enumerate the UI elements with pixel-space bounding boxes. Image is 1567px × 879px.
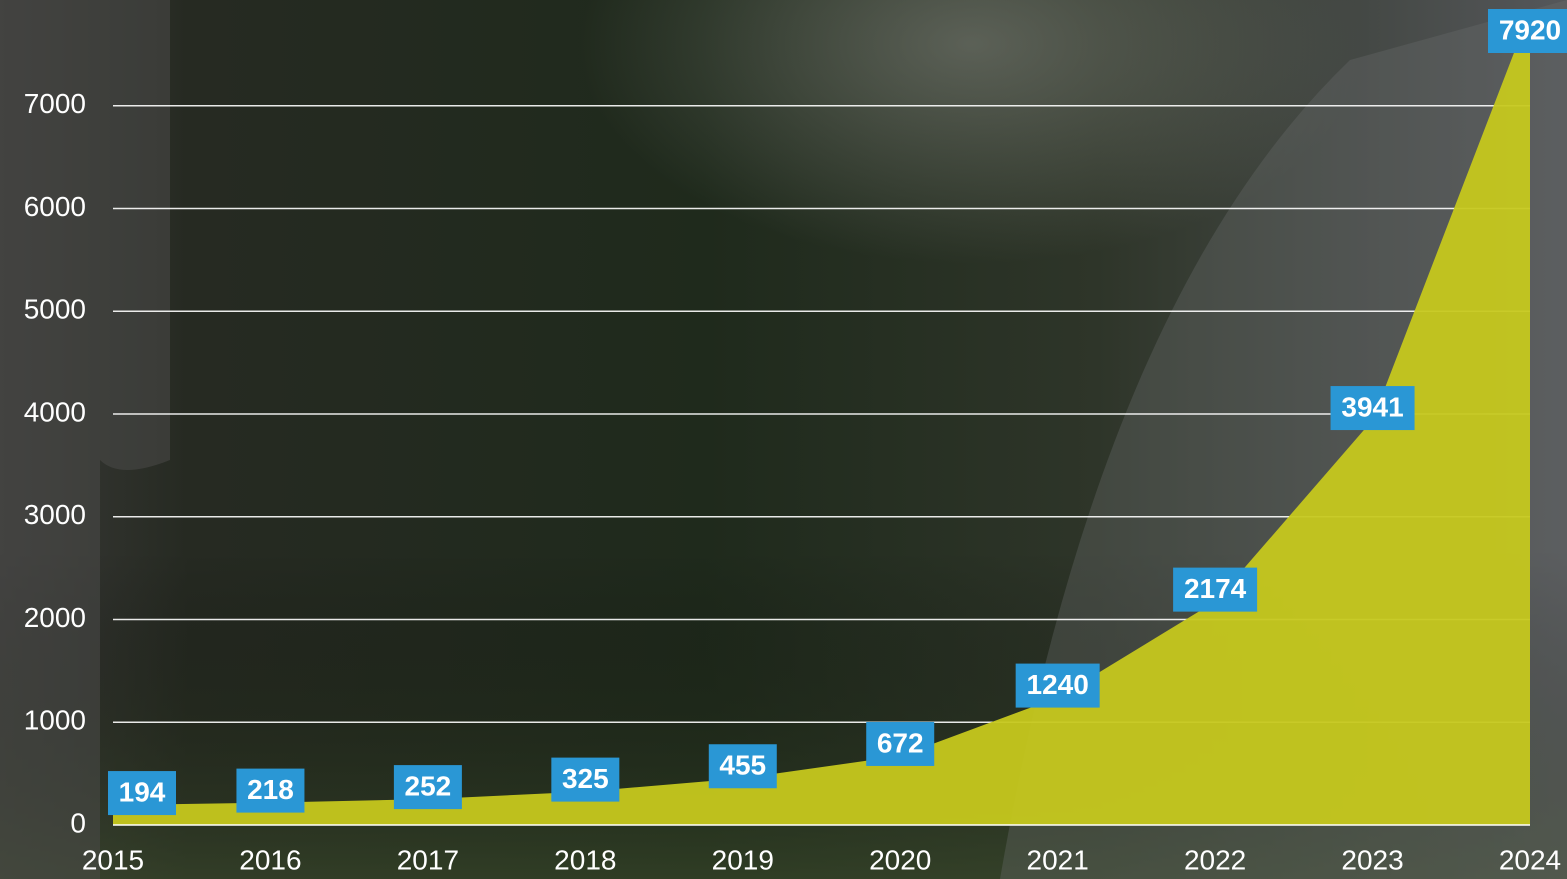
x-tick-label: 2021: [1027, 844, 1089, 875]
value-label-text: 3941: [1341, 391, 1403, 422]
value-label: 218: [236, 769, 304, 813]
value-label: 455: [709, 744, 777, 788]
value-label: 7920: [1488, 9, 1567, 53]
chart: 0 1000 2000 3000 4000 5000 6000 7000 2015 2016 201…: [0, 0, 1567, 879]
value-label-text: 2174: [1184, 573, 1247, 604]
value-label: 1240: [1016, 664, 1100, 708]
y-tick-label: 5000: [24, 294, 86, 325]
x-tick-label: 2015: [82, 844, 144, 875]
value-label: 2174: [1173, 568, 1257, 612]
value-label-text: 1240: [1027, 669, 1089, 700]
y-tick-label: 2000: [24, 602, 86, 633]
value-label: 672: [866, 722, 934, 766]
value-label: 3941: [1331, 386, 1415, 430]
value-label-text: 455: [719, 750, 766, 781]
x-tick-label: 2016: [239, 844, 301, 875]
y-tick-label: 6000: [24, 191, 86, 222]
x-tick-label: 2018: [554, 844, 616, 875]
value-label: 194: [108, 771, 176, 815]
value-label-text: 218: [247, 774, 294, 805]
y-tick-label: 4000: [24, 396, 86, 427]
value-label-text: 252: [405, 770, 452, 801]
x-tick-label: 2024: [1499, 844, 1561, 875]
value-label: 325: [551, 758, 619, 802]
y-tick-label: 0: [70, 807, 86, 838]
x-tick-label: 2023: [1341, 844, 1403, 875]
y-tick-label: 1000: [24, 705, 86, 736]
value-label-text: 672: [877, 727, 924, 758]
value-label: 252: [394, 765, 462, 809]
x-tick-label: 2020: [869, 844, 931, 875]
y-tick-label: 3000: [24, 499, 86, 530]
value-label-text: 194: [119, 776, 166, 807]
value-label-text: 7920: [1499, 14, 1561, 45]
x-tick-label: 2022: [1184, 844, 1246, 875]
y-tick-label: 7000: [24, 88, 86, 119]
value-label-text: 325: [562, 763, 609, 794]
x-tick-label: 2017: [397, 844, 459, 875]
x-tick-label: 2019: [712, 844, 774, 875]
